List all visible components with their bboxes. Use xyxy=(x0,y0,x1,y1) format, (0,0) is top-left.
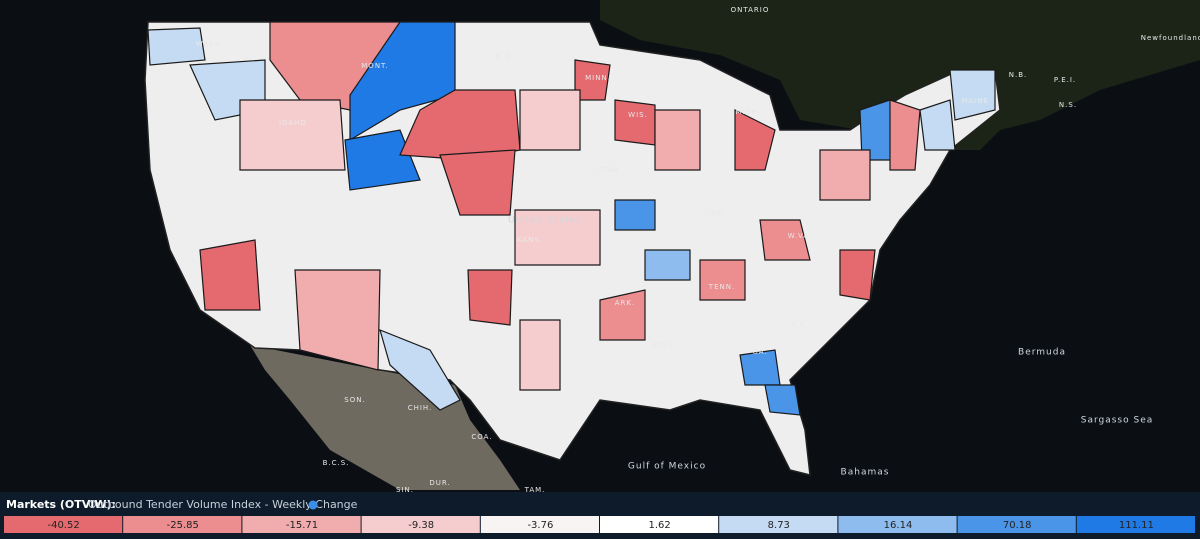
market-region xyxy=(819,149,871,201)
legend-swatch xyxy=(480,516,599,533)
market-region xyxy=(839,249,876,301)
map-label: MONT. xyxy=(361,62,388,70)
legend-value: 8.73 xyxy=(768,520,790,531)
info-icon[interactable] xyxy=(308,500,318,510)
legend-swatch xyxy=(4,516,123,533)
map-label: WASH. xyxy=(196,40,224,48)
map-label: ARK. xyxy=(615,299,635,307)
map-label: COA. xyxy=(471,433,492,441)
market-region xyxy=(949,69,996,121)
map-label: MICH. xyxy=(735,108,760,116)
market-region xyxy=(294,269,381,371)
markets xyxy=(147,21,996,416)
map-label: N.B. xyxy=(1009,71,1028,79)
map-label: IDAHO xyxy=(279,119,307,127)
map-label: United States xyxy=(508,216,582,226)
map-label: P.E.I. xyxy=(1054,76,1076,84)
map-label: ONTARIO xyxy=(731,6,770,14)
market-region xyxy=(379,328,461,411)
map-label: IND. xyxy=(709,209,728,217)
market-region xyxy=(467,269,513,326)
legend-swatch xyxy=(242,516,361,533)
map-label: N.S. xyxy=(1059,101,1077,109)
map-label: DUR. xyxy=(429,479,450,487)
map-label: B.C.S. xyxy=(323,459,350,467)
map-label: WIS. xyxy=(628,111,648,119)
map-label: Bermuda xyxy=(1018,348,1066,358)
legend-value: 1.62 xyxy=(648,520,670,531)
map-label: SON. xyxy=(344,396,365,404)
legend-value: 16.14 xyxy=(884,520,913,531)
map-label: TENN. xyxy=(708,283,735,291)
legend-value: -15.71 xyxy=(286,520,318,531)
legend-value: -25.85 xyxy=(167,520,199,531)
market-region xyxy=(644,249,691,281)
market-region xyxy=(759,219,811,261)
market-region xyxy=(439,149,516,216)
legend-swatch xyxy=(600,516,719,533)
market-region xyxy=(599,289,646,341)
legend-swatch xyxy=(719,516,838,533)
legend-swatch xyxy=(838,516,957,533)
map-label: W.VA. xyxy=(788,232,813,240)
legend-value: -40.52 xyxy=(47,520,79,531)
map-label: MISS. xyxy=(653,341,677,349)
legend-swatch xyxy=(361,516,480,533)
map-labels: ONTARIO Newfoundland N.B. P.E.I. N.S. MAINE WA… xyxy=(196,6,1200,494)
map-label: CHIH. xyxy=(408,404,433,412)
market-region xyxy=(614,99,656,146)
legend-swatch xyxy=(957,516,1076,533)
market-region xyxy=(147,27,206,66)
map-label: KANS. xyxy=(517,236,543,244)
legend-value: -9.38 xyxy=(408,520,434,531)
market-region xyxy=(919,99,956,151)
map-label: MAINE xyxy=(961,97,989,105)
legend-subtitle: Outbound Tender Volume Index - Weekly Ch… xyxy=(88,498,358,511)
market-region xyxy=(199,239,261,311)
mexico xyxy=(250,345,520,490)
map-label: Bahamas xyxy=(841,468,890,478)
map-label: SIN. xyxy=(396,486,414,494)
map-label: S.C. xyxy=(791,321,809,329)
market-region xyxy=(519,89,581,151)
market-region xyxy=(519,319,561,391)
legend-swatch xyxy=(123,516,242,533)
market-region xyxy=(614,199,656,231)
legend-value: 70.18 xyxy=(1003,520,1032,531)
legend-value: -3.76 xyxy=(527,520,553,531)
map-label: Newfoundland xyxy=(1141,34,1200,42)
market-region xyxy=(239,99,346,171)
market-region xyxy=(574,59,611,101)
market-region xyxy=(889,99,921,171)
legend: -40.52 -25.85 -15.71 -9.38 -3.76 1.62 8.73 16.1… xyxy=(4,516,1195,533)
legend-value: 111.11 xyxy=(1119,520,1154,531)
market-region xyxy=(734,109,776,171)
map-label: MINN. xyxy=(585,74,611,82)
market-region xyxy=(654,109,701,171)
legend-title: Markets (OTVIW): xyxy=(6,498,116,511)
map-label: GA. xyxy=(752,348,767,356)
map-label: Gulf of Mexico xyxy=(628,462,706,472)
map-label: N.D. xyxy=(495,53,514,61)
legend-swatch xyxy=(1076,516,1195,533)
market-region xyxy=(764,384,801,416)
market-region xyxy=(699,259,746,301)
map-label: TAM. xyxy=(524,486,546,494)
market-region xyxy=(349,21,456,142)
map-label: IOWA xyxy=(597,166,620,174)
canada xyxy=(600,0,1200,150)
market-region xyxy=(514,209,601,266)
market-region xyxy=(344,129,421,191)
map-label: Sargasso Sea xyxy=(1081,416,1154,426)
